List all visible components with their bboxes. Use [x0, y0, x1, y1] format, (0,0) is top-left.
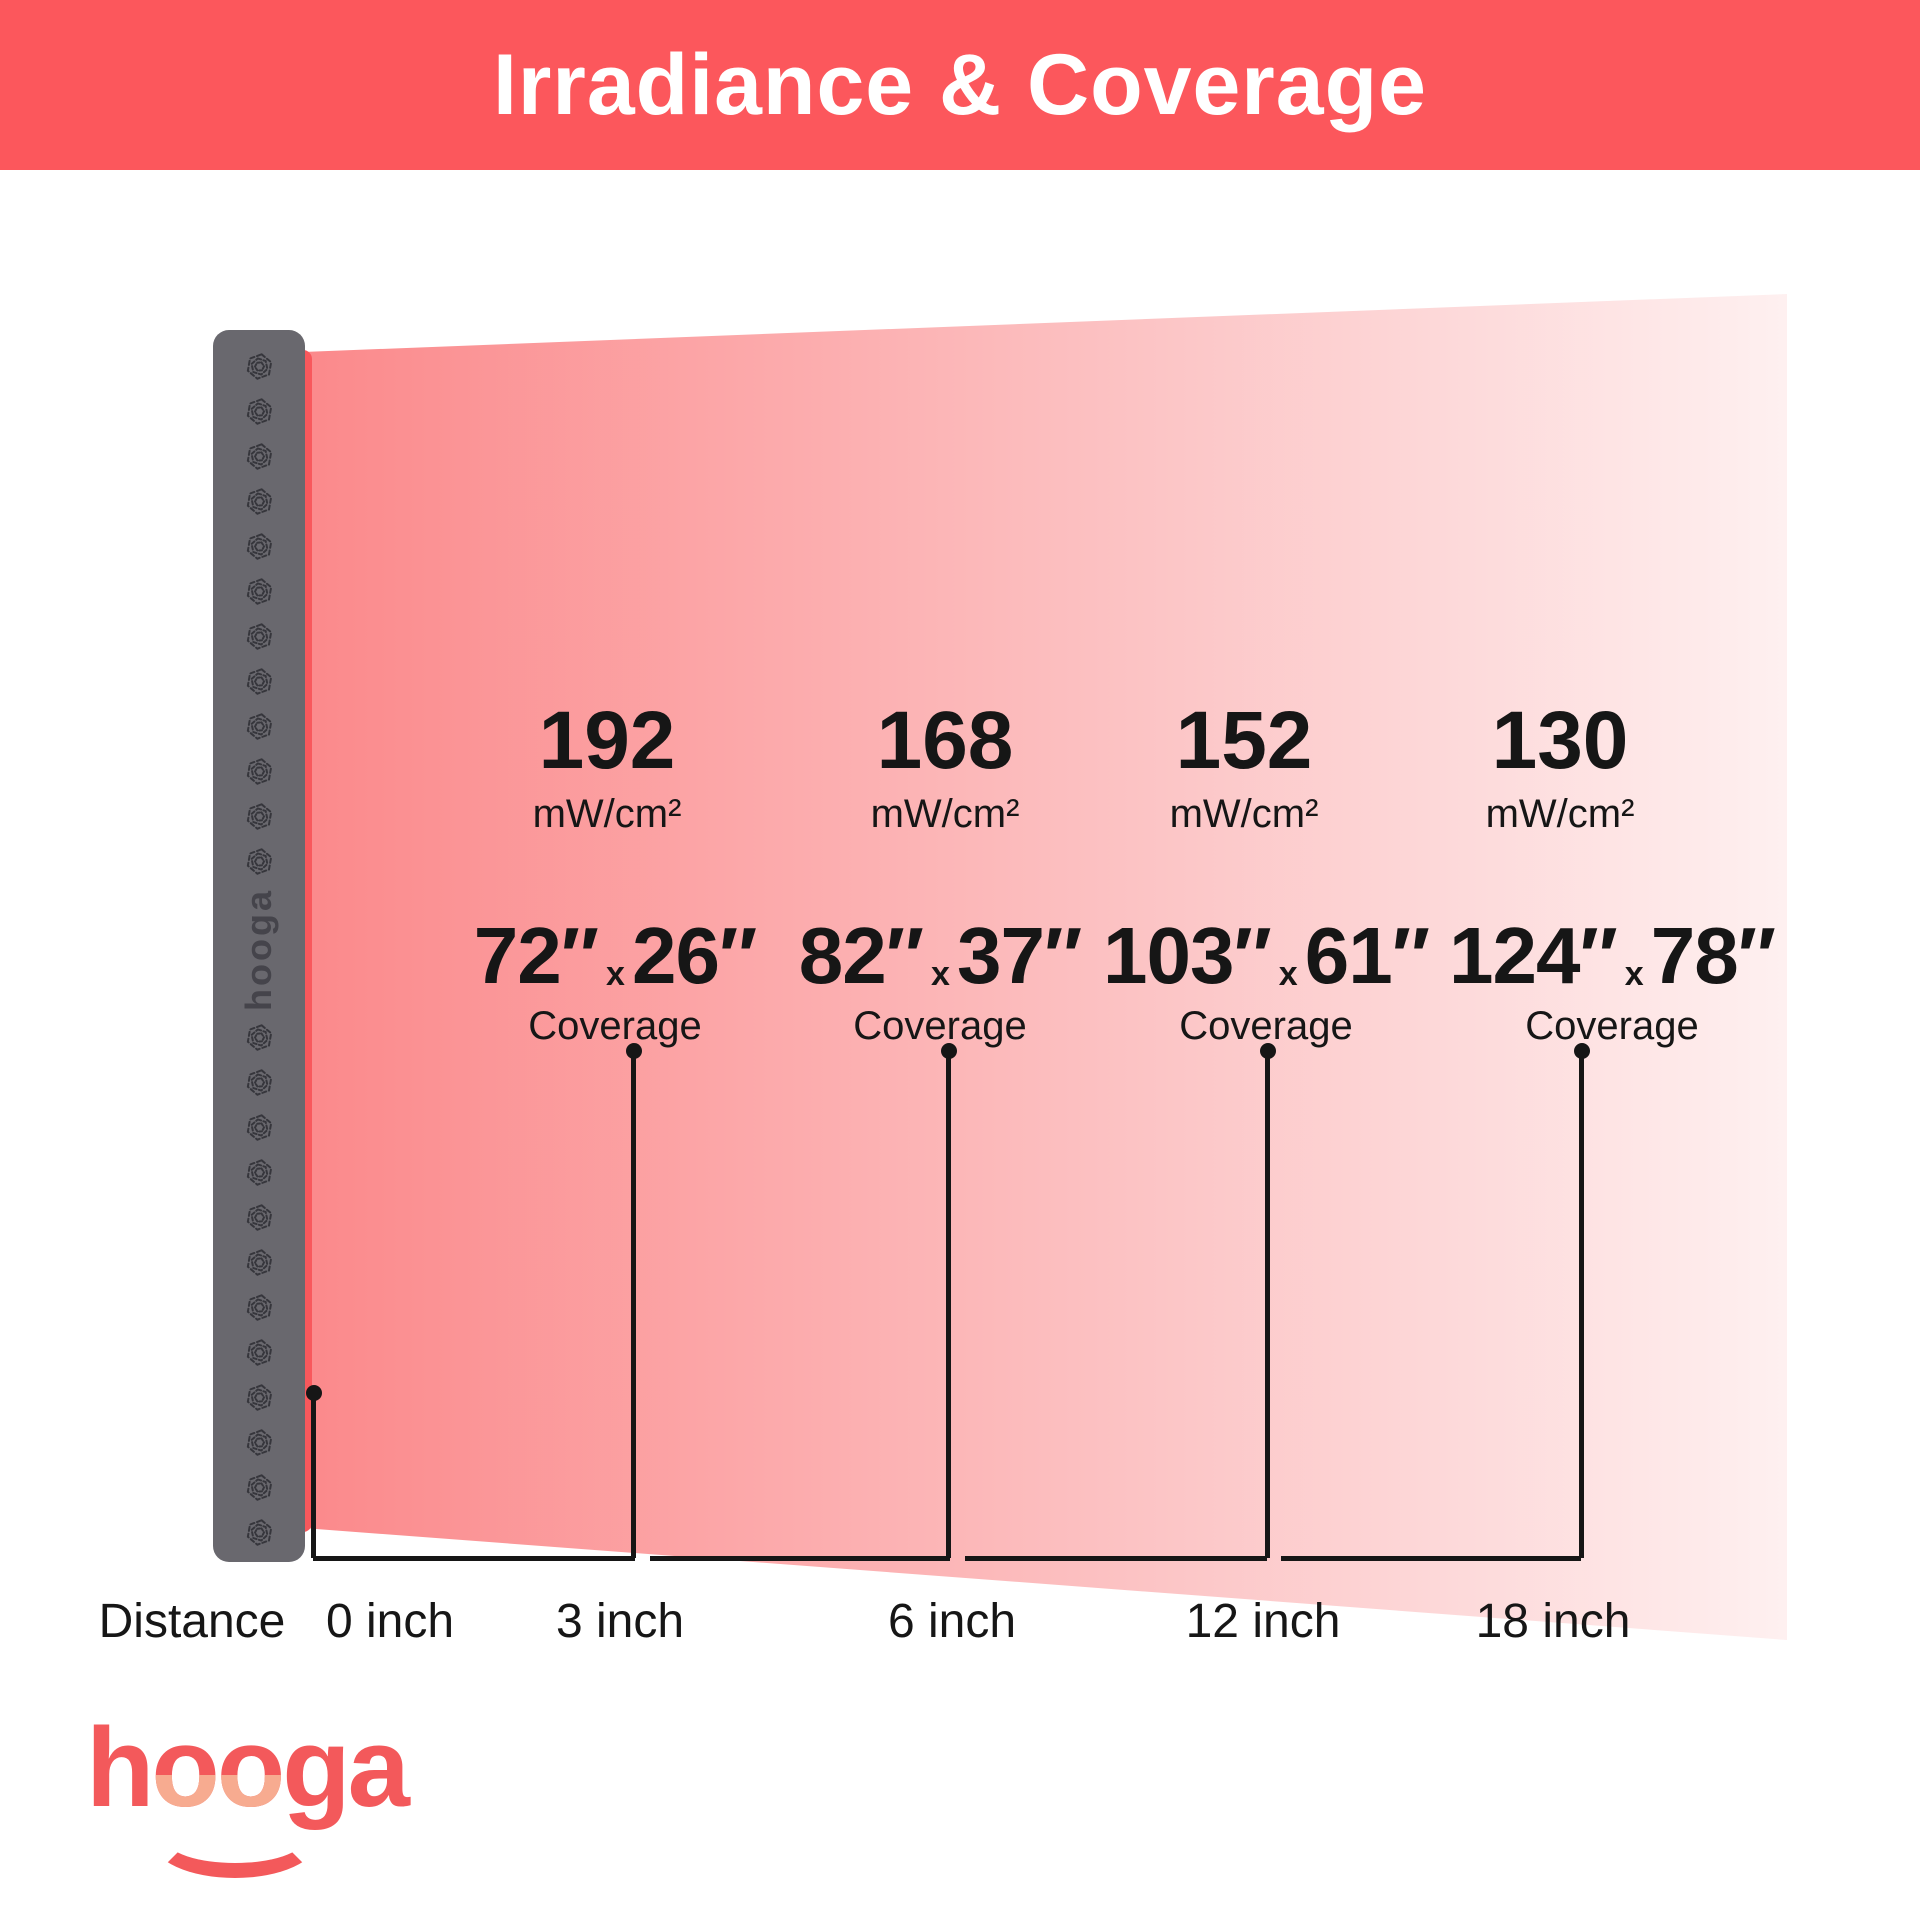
smile-icon	[152, 1802, 318, 1878]
page-title: Irradiance & Coverage	[493, 36, 1427, 133]
irradiance-block-12in: 152 mW/cm²	[1170, 700, 1319, 837]
led-cluster-icon	[245, 756, 273, 787]
irradiance-block-18in: 130 mW/cm²	[1486, 700, 1635, 837]
led-cluster-icon	[245, 351, 273, 382]
led-cluster-icon	[245, 1337, 273, 1368]
led-cluster-icon	[245, 1427, 273, 1458]
irradiance-unit: mW/cm²	[870, 792, 1020, 836]
distance-label-12in: 12 inch	[1185, 1595, 1341, 1648]
coverage-block-12in: 103″ x 61″ Coverage	[1103, 916, 1430, 1049]
distance-bracket-12-18	[1281, 1556, 1581, 1561]
led-cluster-icon	[245, 1112, 273, 1143]
pointer-line-12in	[1265, 1050, 1270, 1558]
coverage-label: Coverage	[1179, 1004, 1353, 1048]
coverage-dimensions: 82″ x 37″	[799, 916, 1083, 996]
panel-brand-label: hooga	[238, 888, 279, 1011]
led-cluster-icon	[245, 1247, 273, 1278]
led-cluster-icon	[245, 486, 273, 517]
coverage-width: 82″	[798, 911, 924, 1000]
coverage-label: Coverage	[1525, 1004, 1699, 1048]
led-array-bottom	[243, 1021, 276, 1549]
header-banner: Irradiance & Coverage	[0, 0, 1920, 170]
led-cluster-icon	[245, 846, 273, 877]
pointer-line-0in	[311, 1392, 316, 1558]
led-cluster-icon	[245, 666, 273, 697]
distance-label-6in: 6 inch	[887, 1595, 1017, 1648]
led-array-top	[243, 350, 276, 878]
coverage-height: 61″	[1304, 911, 1430, 1000]
led-cluster-icon	[245, 1157, 273, 1188]
led-cluster-icon	[245, 1382, 273, 1413]
distance-label-3in: 3 inch	[555, 1595, 685, 1648]
pointer-line-3in	[631, 1050, 636, 1558]
distance-bracket-0-3	[313, 1556, 635, 1561]
therapy-panel: hooga	[213, 330, 305, 1562]
led-cluster-icon	[245, 1067, 273, 1098]
times-separator: x	[606, 955, 625, 993]
coverage-width: 72″	[473, 911, 599, 1000]
times-separator: x	[1278, 955, 1298, 993]
coverage-block-18in: 124″ x 78″ Coverage	[1449, 916, 1776, 1049]
times-separator: x	[931, 955, 950, 993]
led-cluster-icon	[245, 396, 273, 427]
led-cluster-icon	[245, 1292, 273, 1323]
irradiance-value: 130	[1491, 695, 1629, 786]
led-cluster-icon	[245, 531, 273, 562]
led-cluster-icon	[245, 441, 273, 472]
coverage-height: 37″	[956, 911, 1082, 1000]
coverage-dimensions: 103″ x 61″	[1103, 916, 1430, 996]
distance-label-18in: 18 inch	[1475, 1595, 1631, 1648]
led-cluster-icon	[245, 576, 273, 607]
times-separator: x	[1624, 955, 1644, 993]
led-cluster-icon	[245, 1022, 273, 1053]
coverage-width: 103″	[1102, 911, 1272, 1000]
irradiance-value: 152	[1175, 695, 1313, 786]
irradiance-unit: mW/cm²	[1485, 792, 1635, 836]
irradiance-unit: mW/cm²	[532, 792, 682, 836]
coverage-dimensions: 124″ x 78″	[1449, 916, 1776, 996]
coverage-block-3in: 72″ x 26″ Coverage	[474, 916, 758, 1049]
coverage-label: Coverage	[853, 1004, 1027, 1048]
pointer-line-18in	[1579, 1050, 1584, 1558]
irradiance-block-3in: 192 mW/cm²	[533, 700, 682, 837]
irradiance-value: 192	[538, 695, 676, 786]
coverage-block-6in: 82″ x 37″ Coverage	[799, 916, 1083, 1049]
distance-bracket-3-6	[650, 1556, 950, 1561]
coverage-width: 124″	[1448, 911, 1618, 1000]
irradiance-unit: mW/cm²	[1169, 792, 1319, 836]
coverage-height: 78″	[1650, 911, 1776, 1000]
led-cluster-icon	[245, 801, 273, 832]
led-cluster-icon	[245, 1472, 273, 1503]
led-cluster-icon	[245, 711, 273, 742]
pointer-line-6in	[946, 1050, 951, 1558]
coverage-dimensions: 72″ x 26″	[474, 916, 758, 996]
hooga-logo: hooga hooga	[86, 1706, 486, 1906]
led-cluster-icon	[245, 621, 273, 652]
distance-axis-title: Distance	[98, 1595, 286, 1648]
led-cluster-icon	[245, 1517, 273, 1548]
distance-bracket-6-12	[965, 1556, 1267, 1561]
led-cluster-icon	[245, 1202, 273, 1233]
irradiance-block-6in: 168 mW/cm²	[871, 700, 1020, 837]
irradiance-value: 168	[876, 695, 1014, 786]
distance-label-0in: 0 inch	[325, 1595, 455, 1648]
coverage-label: Coverage	[528, 1004, 702, 1048]
coverage-height: 26″	[631, 911, 757, 1000]
